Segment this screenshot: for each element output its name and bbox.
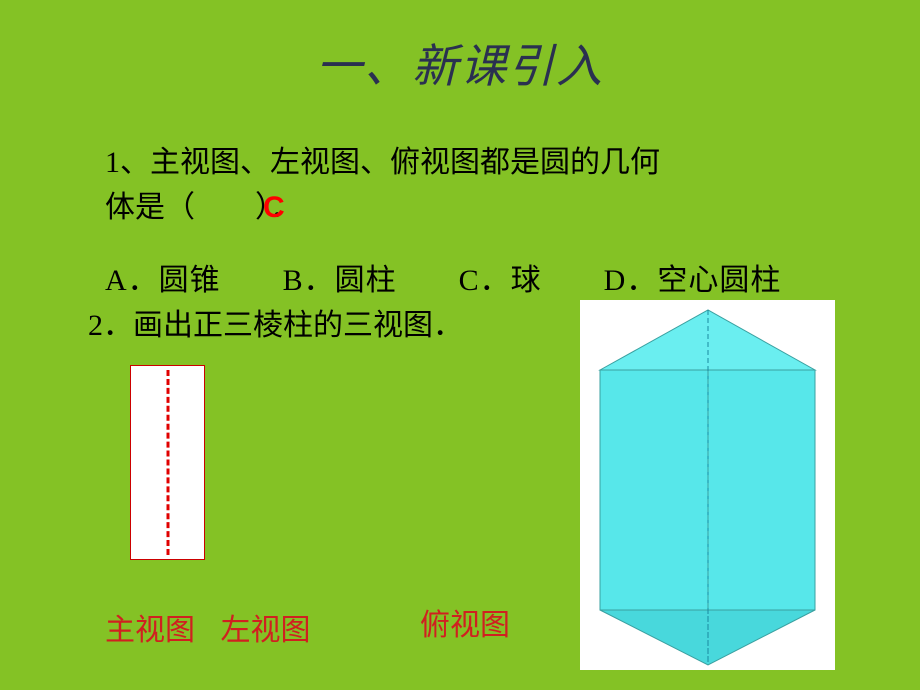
question-2: 2．画出正三棱柱的三视图．: [88, 300, 463, 344]
question-1-answer: C: [263, 185, 285, 230]
slide-title: 一、新课引入: [0, 0, 920, 96]
label-left-view: 左视图: [221, 614, 311, 647]
front-view-diagram: [130, 365, 205, 560]
question-1-line1: 1、主视图、左视图、俯视图都是圆的几何: [105, 146, 660, 179]
front-view-dashed-line: [166, 370, 169, 555]
label-front-view: 主视图: [105, 614, 195, 647]
view-labels: 主视图 左视图: [105, 605, 329, 649]
prism-3d-diagram: [580, 300, 835, 670]
prism-svg: [580, 300, 835, 670]
question-1: 1、主视图、左视图、俯视图都是圆的几何 体是（ ）． C: [105, 140, 855, 230]
question-1-options: A．圆锥 B．圆柱 C．球 D．空心圆柱: [105, 255, 781, 299]
label-top-view: 俯视图: [420, 600, 510, 644]
